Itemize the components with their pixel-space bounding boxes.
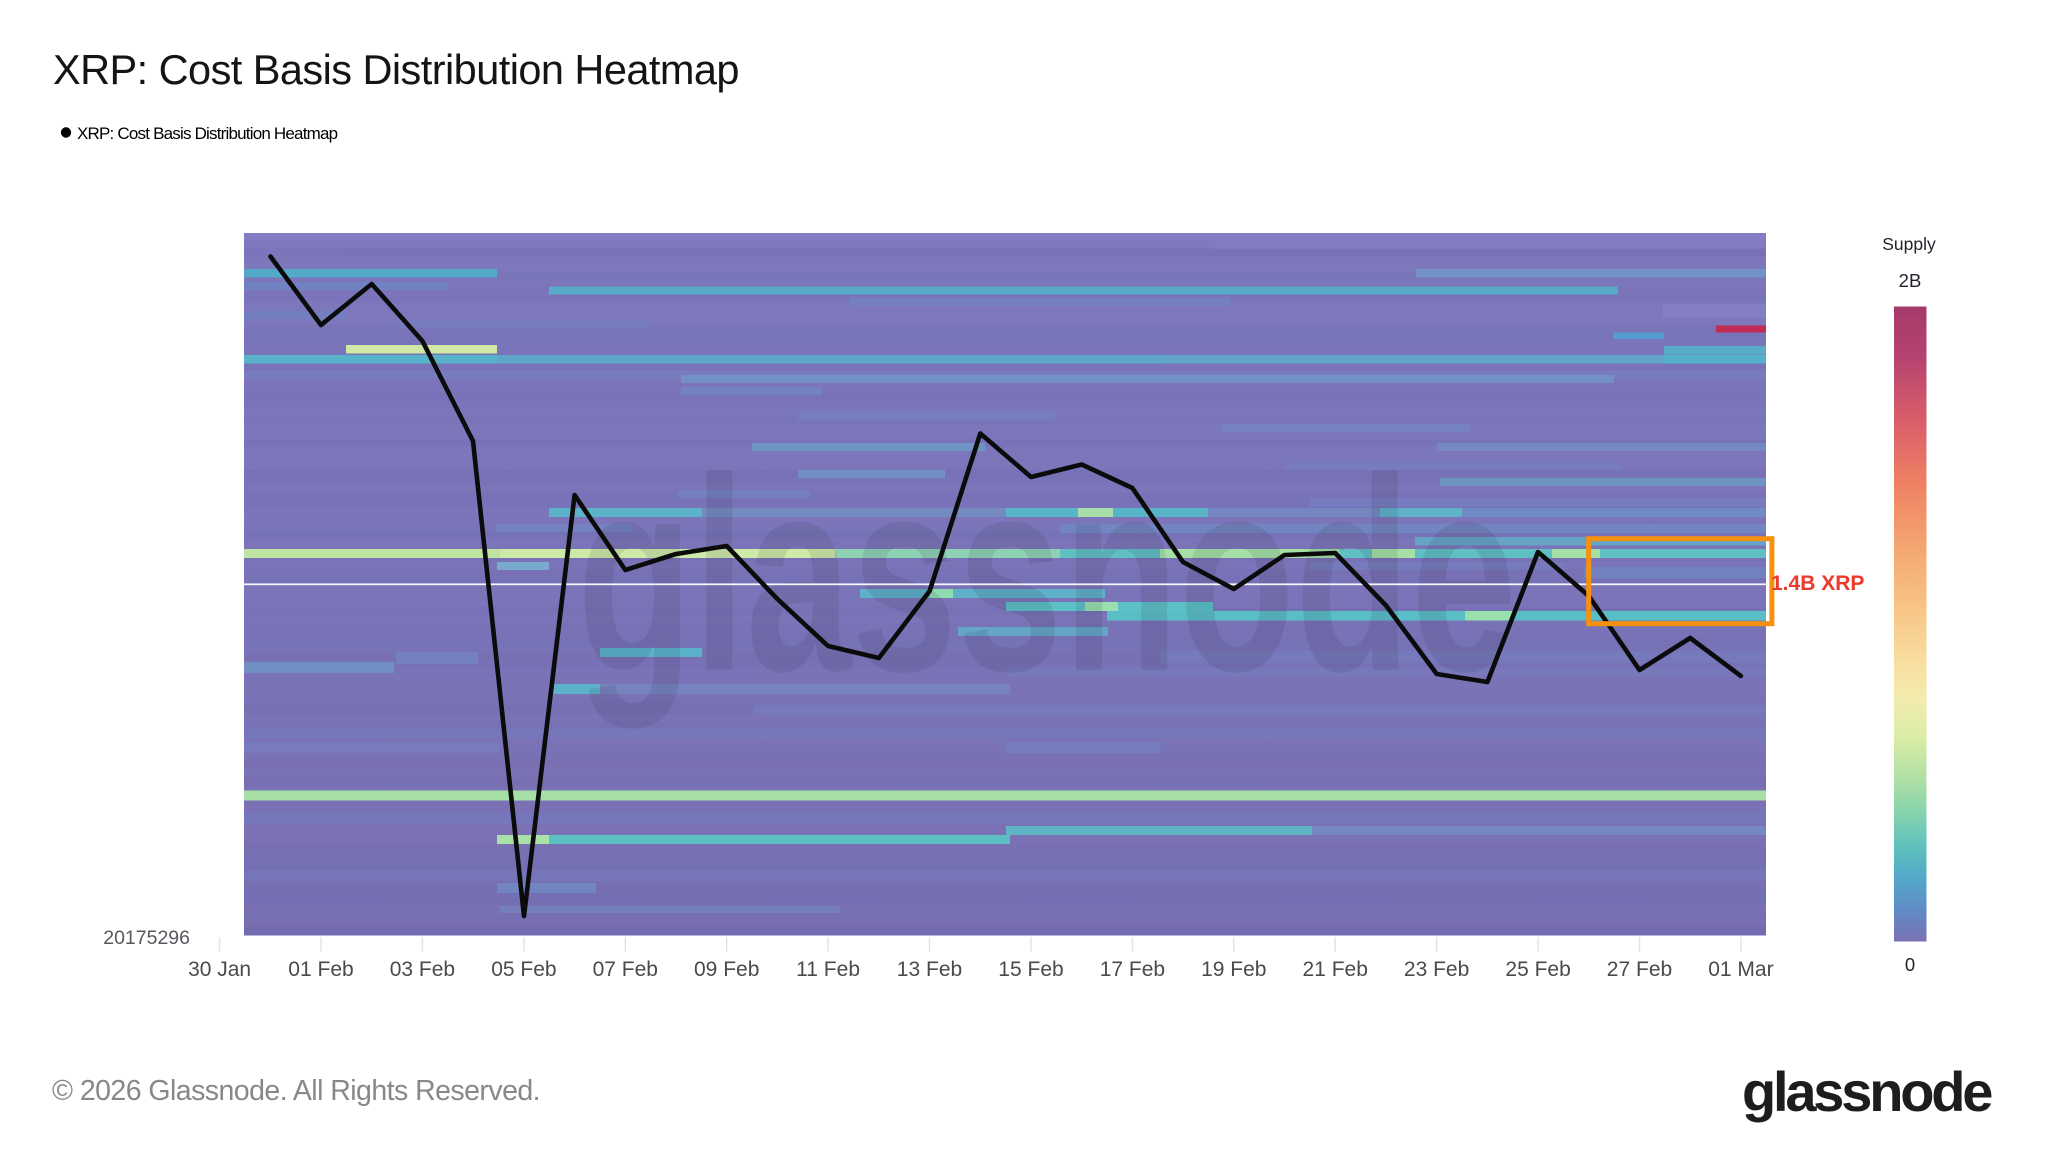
svg-text:17 Feb: 17 Feb <box>1100 958 1165 981</box>
svg-text:21 Feb: 21 Feb <box>1303 958 1368 981</box>
svg-text:© 2026 Glassnode. All Rights R: © 2026 Glassnode. All Rights Reserved. <box>52 1075 540 1107</box>
svg-text:0: 0 <box>1905 954 1915 975</box>
svg-text:27 Feb: 27 Feb <box>1607 958 1672 981</box>
svg-text:1.4B XRP: 1.4B XRP <box>1771 572 1864 595</box>
svg-text:2B: 2B <box>1899 270 1922 291</box>
svg-text:25 Feb: 25 Feb <box>1505 958 1570 981</box>
svg-text:23 Feb: 23 Feb <box>1404 958 1469 981</box>
svg-text:glassnode: glassnode <box>577 422 1517 729</box>
svg-text:30 Jan: 30 Jan <box>188 958 251 981</box>
svg-text:11 Feb: 11 Feb <box>796 958 860 981</box>
svg-text:01 Mar: 01 Mar <box>1708 958 1773 981</box>
svg-text:19 Feb: 19 Feb <box>1201 958 1266 981</box>
svg-text:Supply: Supply <box>1882 234 1936 254</box>
svg-text:01 Feb: 01 Feb <box>288 958 353 981</box>
svg-text:glassnode: glassnode <box>1742 1060 1992 1123</box>
svg-text:15 Feb: 15 Feb <box>998 958 1063 981</box>
svg-text:07 Feb: 07 Feb <box>593 958 658 981</box>
svg-text:XRP: Cost Basis Distribution H: XRP: Cost Basis Distribution Heatmap <box>77 124 338 143</box>
svg-text:03 Feb: 03 Feb <box>390 958 455 981</box>
svg-text:05 Feb: 05 Feb <box>491 958 556 981</box>
svg-text:13 Feb: 13 Feb <box>897 958 962 981</box>
svg-text:20175296: 20175296 <box>103 927 190 949</box>
svg-text:XRP: Cost Basis Distribution H: XRP: Cost Basis Distribution Heatmap <box>53 46 739 93</box>
svg-text:09 Feb: 09 Feb <box>694 958 759 981</box>
